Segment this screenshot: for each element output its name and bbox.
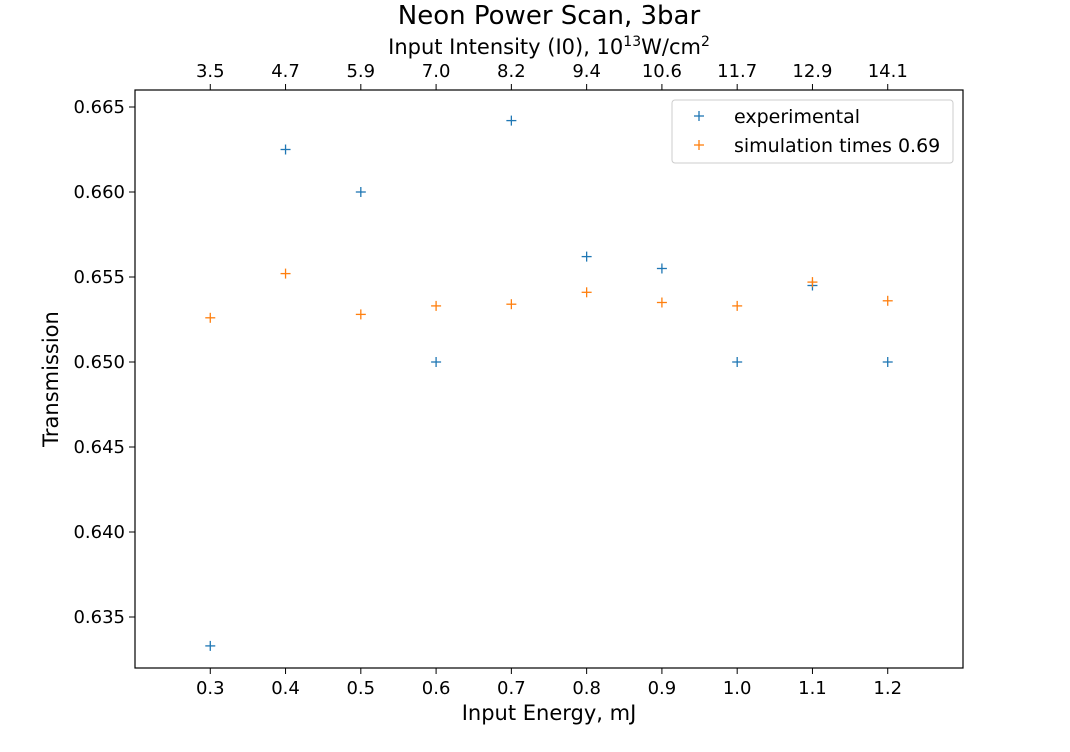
plot-area xyxy=(134,89,964,669)
data-point-series-1 xyxy=(656,297,667,308)
y-axis-label: Transmission xyxy=(39,311,63,448)
x-tick-label: 0.5 xyxy=(346,678,375,699)
legend-marker-0 xyxy=(694,111,704,121)
data-point-series-1 xyxy=(581,287,592,298)
y-tick-label: 0.650 xyxy=(73,352,125,373)
data-point-series-1 xyxy=(882,295,893,306)
x-tick-label: 0.7 xyxy=(497,678,526,699)
top-x-tick-label: 7.0 xyxy=(422,61,451,82)
top-x-tick-label: 12.9 xyxy=(792,61,832,82)
data-point-series-0 xyxy=(355,187,366,197)
top-x-tick-label: 3.5 xyxy=(196,61,225,82)
x-axis: 0.3 0.4 0.5 0.6 0.7 0.8 0.9 1.0 1.1 1.2 xyxy=(196,668,902,699)
data-point-series-0 xyxy=(882,357,893,367)
top-x-axis-label: Input Intensity (I0), 1013W/cm2 xyxy=(388,34,710,59)
data-point-series-0 xyxy=(205,640,216,651)
y-axis: 0.635 0.640 0.645 0.650 0.655 0.660 0.665 xyxy=(73,97,135,628)
data-point-series-1 xyxy=(506,299,517,310)
top-x-tick-label: 4.7 xyxy=(271,61,300,82)
x-tick-label: 0.3 xyxy=(196,678,225,699)
x-tick-label: 1.0 xyxy=(723,678,752,699)
top-x-tick-label: 11.7 xyxy=(717,61,757,82)
x-tick-label: 0.8 xyxy=(572,678,601,699)
x-axis-label: Input Energy, mJ xyxy=(462,701,637,725)
legend-label: experimental xyxy=(734,106,860,128)
data-point-series-0 xyxy=(506,115,517,126)
x-tick-label: 0.4 xyxy=(271,678,300,699)
top-x-tick-label: 10.6 xyxy=(642,61,682,82)
legend-marker-1 xyxy=(694,140,704,150)
data-point-series-1 xyxy=(280,268,291,279)
top-x-tick-label: 14.1 xyxy=(868,61,908,82)
y-tick-label: 0.640 xyxy=(73,522,125,543)
data-point-series-1 xyxy=(732,300,743,311)
x-tick-label: 0.6 xyxy=(422,678,451,699)
y-tick-label: 0.665 xyxy=(73,97,125,118)
data-point-series-1 xyxy=(431,300,442,311)
y-tick-label: 0.655 xyxy=(73,267,125,288)
data-point-series-1 xyxy=(807,277,818,288)
y-tick-label: 0.635 xyxy=(73,607,125,628)
x-tick-label: 0.9 xyxy=(648,678,677,699)
data-point-series-1 xyxy=(205,312,216,323)
data-point-series-0 xyxy=(581,251,592,262)
x-tick-label: 1.2 xyxy=(873,678,902,699)
x-tick-label: 1.1 xyxy=(798,678,827,699)
top-x-axis: 3.5 4.7 5.9 7.0 8.2 9.4 10.6 11.7 12.9 14.1 xyxy=(196,61,908,90)
chart-title: Neon Power Scan, 3bar xyxy=(398,1,701,31)
top-x-tick-label: 8.2 xyxy=(497,61,526,82)
data-point-series-0 xyxy=(732,357,743,367)
legend-label: simulation times 0.69 xyxy=(734,135,940,157)
data-point-series-1 xyxy=(355,309,366,320)
y-tick-label: 0.660 xyxy=(73,182,125,203)
data-points xyxy=(205,115,893,651)
top-x-tick-label: 9.4 xyxy=(572,61,601,82)
data-point-series-0 xyxy=(656,263,667,274)
data-point-series-0 xyxy=(431,357,442,367)
data-point-series-0 xyxy=(280,144,291,155)
top-x-tick-label: 5.9 xyxy=(346,61,375,82)
legend: experimental simulation times 0.69 xyxy=(671,99,954,164)
y-tick-label: 0.645 xyxy=(73,437,125,458)
legend-box xyxy=(671,99,954,164)
